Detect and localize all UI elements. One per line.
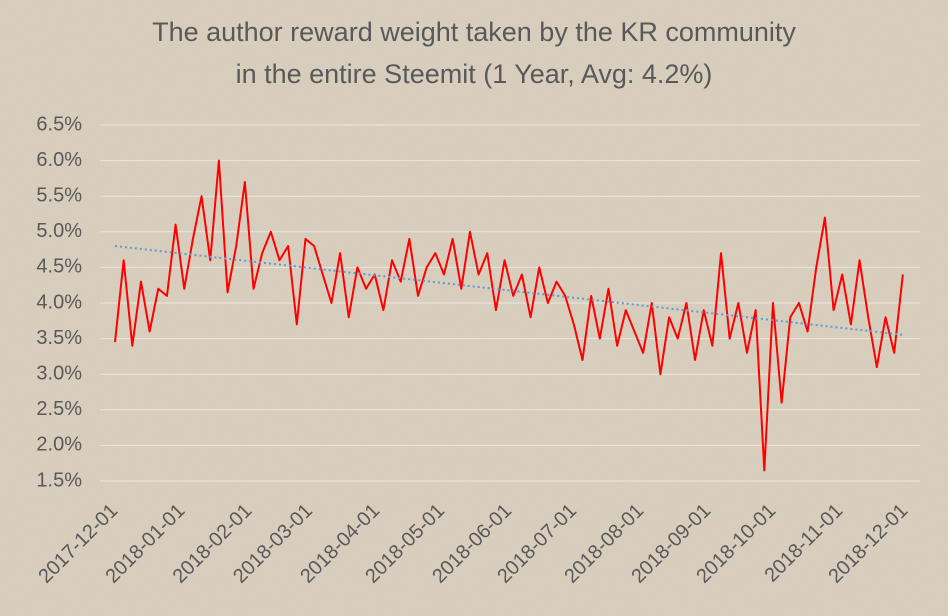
y-tick-label: 6.0% [36, 149, 82, 171]
y-tick-label: 4.5% [36, 256, 82, 278]
data-line [114, 159, 904, 472]
grid [100, 124, 920, 482]
chart-title: The author reward weight taken by the KR… [152, 17, 796, 47]
y-tick-label: 5.0% [36, 220, 82, 242]
y-tick-label: 3.5% [36, 327, 82, 349]
y-tick-label: 6.5% [36, 113, 82, 135]
y-tick-label: 4.0% [36, 291, 82, 313]
plot [114, 159, 906, 472]
chart-title: in the entire Steemit (1 Year, Avg: 4.2%… [236, 59, 713, 89]
y-tick-label: 2.5% [36, 398, 82, 420]
y-tick-label: 1.5% [36, 469, 82, 491]
y-tick-label: 2.0% [36, 434, 82, 456]
y-tick-label: 5.5% [36, 184, 82, 206]
y-tick-label: 3.0% [36, 362, 82, 384]
